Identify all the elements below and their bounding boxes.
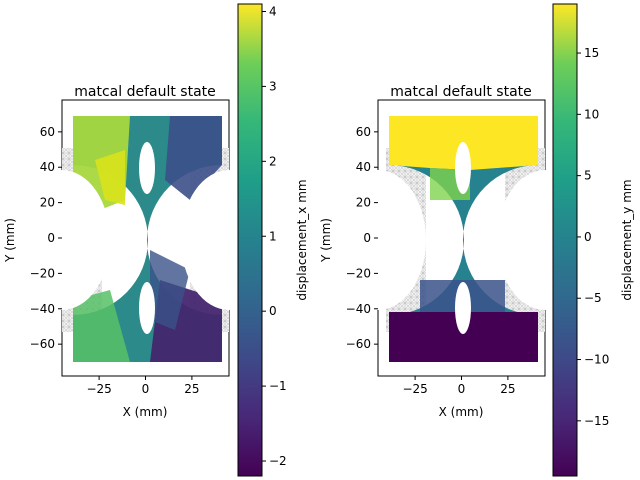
- colorbar-tick-label: −2: [269, 454, 287, 468]
- y-ticks: −60 −40 −20 0 20 40 60: [346, 125, 378, 351]
- colorbar-tick-label: 2: [269, 154, 277, 168]
- y-tick-label: 20: [356, 196, 371, 210]
- colorbar-tick-label: 1: [269, 229, 277, 243]
- x-tick-label: −25: [402, 382, 427, 396]
- colorbar-ticks: −2 −1 0 1 2 3 4: [262, 4, 287, 468]
- y-tick-label: 40: [40, 160, 55, 174]
- field-lower-left: [73, 290, 130, 362]
- hole-bottom: [139, 282, 155, 334]
- y-tick-label: 40: [356, 160, 371, 174]
- colorbar-tick-label: −10: [584, 353, 609, 367]
- hole-right: [181, 170, 277, 310]
- colorbar-tick-label: −5: [584, 291, 602, 305]
- x-ticks: −25 0 25: [402, 376, 516, 396]
- x-axis-label: X (mm): [439, 405, 484, 419]
- hole-bottom: [455, 282, 471, 334]
- colorbar-tick-label: 0: [584, 230, 592, 244]
- y-axis-label: Y (mm): [3, 218, 17, 263]
- subplot-title: matcal default state: [390, 84, 532, 100]
- colorbar-gradient: [237, 3, 263, 477]
- y-tick-label: 0: [47, 231, 55, 245]
- y-tick-label: 0: [363, 231, 371, 245]
- y-tick-label: −60: [30, 337, 55, 351]
- heatmap-field: [14, 116, 277, 362]
- y-axis-label: Y (mm): [319, 218, 333, 263]
- hole-left: [14, 170, 110, 310]
- x-tick-label: −25: [86, 382, 111, 396]
- colorbar-right: −15 −10 −5 0 5 10 15 displacement_y mm: [552, 3, 634, 477]
- x-tick-label: 25: [500, 382, 515, 396]
- colorbar-tick-label: 0: [269, 304, 277, 318]
- colorbar-gradient: [552, 3, 578, 477]
- y-tick-label: 60: [40, 125, 55, 139]
- y-tick-label: 60: [356, 125, 371, 139]
- x-tick-label: 0: [458, 382, 466, 396]
- y-tick-label: −20: [346, 266, 371, 280]
- x-ticks: −25 0 25: [86, 376, 200, 396]
- y-ticks: −60 −40 −20 0 20 40 60: [30, 125, 62, 351]
- x-axis-label: X (mm): [123, 405, 168, 419]
- field-upper-left-hot: [95, 150, 125, 205]
- subplot-title: matcal default state: [74, 84, 216, 100]
- y-tick-label: −40: [346, 302, 371, 316]
- colorbar-tick-label: −15: [584, 414, 609, 428]
- x-tick-label: 0: [142, 382, 150, 396]
- hole-top: [455, 142, 471, 194]
- colorbar-ticks: −15 −10 −5 0 5 10 15: [577, 46, 609, 428]
- x-tick-label: 25: [184, 382, 199, 396]
- colorbar-left: −2 −1 0 1 2 3 4 displacement_x mm: [237, 3, 309, 477]
- field-bottom: [389, 312, 538, 362]
- field-lower-mid: [150, 250, 190, 330]
- colorbar-tick-label: 10: [584, 107, 599, 121]
- y-tick-label: −60: [346, 337, 371, 351]
- colorbar-label: displacement_y mm: [620, 179, 634, 300]
- specimen-region: [389, 116, 538, 362]
- colorbar-tick-label: 4: [269, 4, 277, 18]
- colorbar-tick-label: −1: [269, 379, 287, 393]
- subplot-right: −25 0 25 −60 −40 −20 0 20 40 60 matcal default s…: [319, 84, 593, 419]
- y-tick-label: −40: [30, 302, 55, 316]
- colorbar-tick-label: 3: [269, 79, 277, 93]
- specimen-region: [73, 116, 222, 362]
- hole-top: [139, 142, 155, 194]
- colorbar-tick-label: 5: [584, 169, 592, 183]
- hole-left: [330, 170, 426, 310]
- colorbar-label: displacement_x mm: [295, 179, 309, 300]
- y-tick-label: −20: [30, 266, 55, 280]
- y-tick-label: 20: [40, 196, 55, 210]
- hole-right: [497, 170, 593, 310]
- colorbar-tick-label: 15: [584, 46, 599, 60]
